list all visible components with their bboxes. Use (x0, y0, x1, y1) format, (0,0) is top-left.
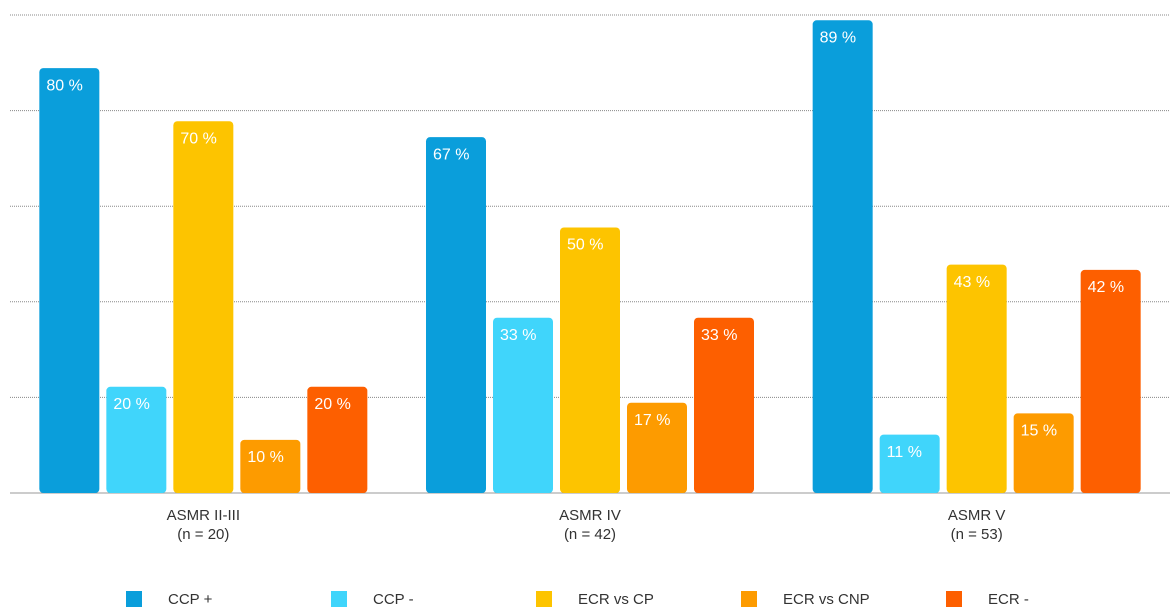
value-label: 80 % (46, 77, 82, 94)
legend-swatch (331, 591, 347, 607)
bar (39, 68, 100, 493)
legend-label: ECR - (988, 591, 1029, 607)
value-label: 10 % (247, 449, 283, 466)
bar (627, 402, 687, 493)
x-tick-label: ASMR IV (559, 507, 621, 524)
value-label: 50 % (567, 237, 603, 254)
value-label: 67 % (433, 146, 469, 163)
value-label: 42 % (1088, 279, 1124, 296)
value-label: 17 % (634, 412, 670, 429)
legend-swatch (946, 591, 962, 607)
bar (879, 434, 940, 493)
bar (946, 264, 1007, 493)
bar (307, 386, 368, 493)
legend-swatch (536, 591, 552, 607)
x-tick-label: ASMR V (948, 507, 1006, 524)
legend-label: ECR vs CP (578, 591, 654, 607)
bar (173, 121, 234, 493)
legend-label: CCP + (168, 591, 213, 607)
bar (1013, 413, 1074, 493)
x-tick-label: (n = 42) (564, 526, 616, 543)
legend-swatch (126, 591, 142, 607)
bar (1080, 269, 1141, 493)
bar (240, 439, 301, 493)
value-label: 20 % (314, 396, 350, 413)
x-tick-label: (n = 20) (177, 526, 229, 543)
bar (560, 227, 620, 493)
legend-swatch (741, 591, 757, 607)
value-label: 33 % (500, 327, 536, 344)
value-label: 89 % (820, 30, 856, 47)
x-tick-label: ASMR II-III (167, 507, 240, 524)
legend-label: ECR vs CNP (783, 591, 870, 607)
legend-label: CCP - (373, 591, 414, 607)
value-label: 70 % (180, 130, 216, 147)
value-label: 11 % (887, 444, 922, 461)
bar (812, 20, 873, 494)
bar (426, 137, 486, 493)
value-label: 43 % (954, 274, 990, 291)
x-tick-label: (n = 53) (951, 526, 1003, 543)
value-label: 20 % (113, 396, 149, 413)
bar (694, 317, 754, 493)
value-label: 15 % (1021, 423, 1057, 440)
bar (106, 386, 167, 493)
bar (493, 317, 553, 493)
value-label: 33 % (701, 327, 737, 344)
